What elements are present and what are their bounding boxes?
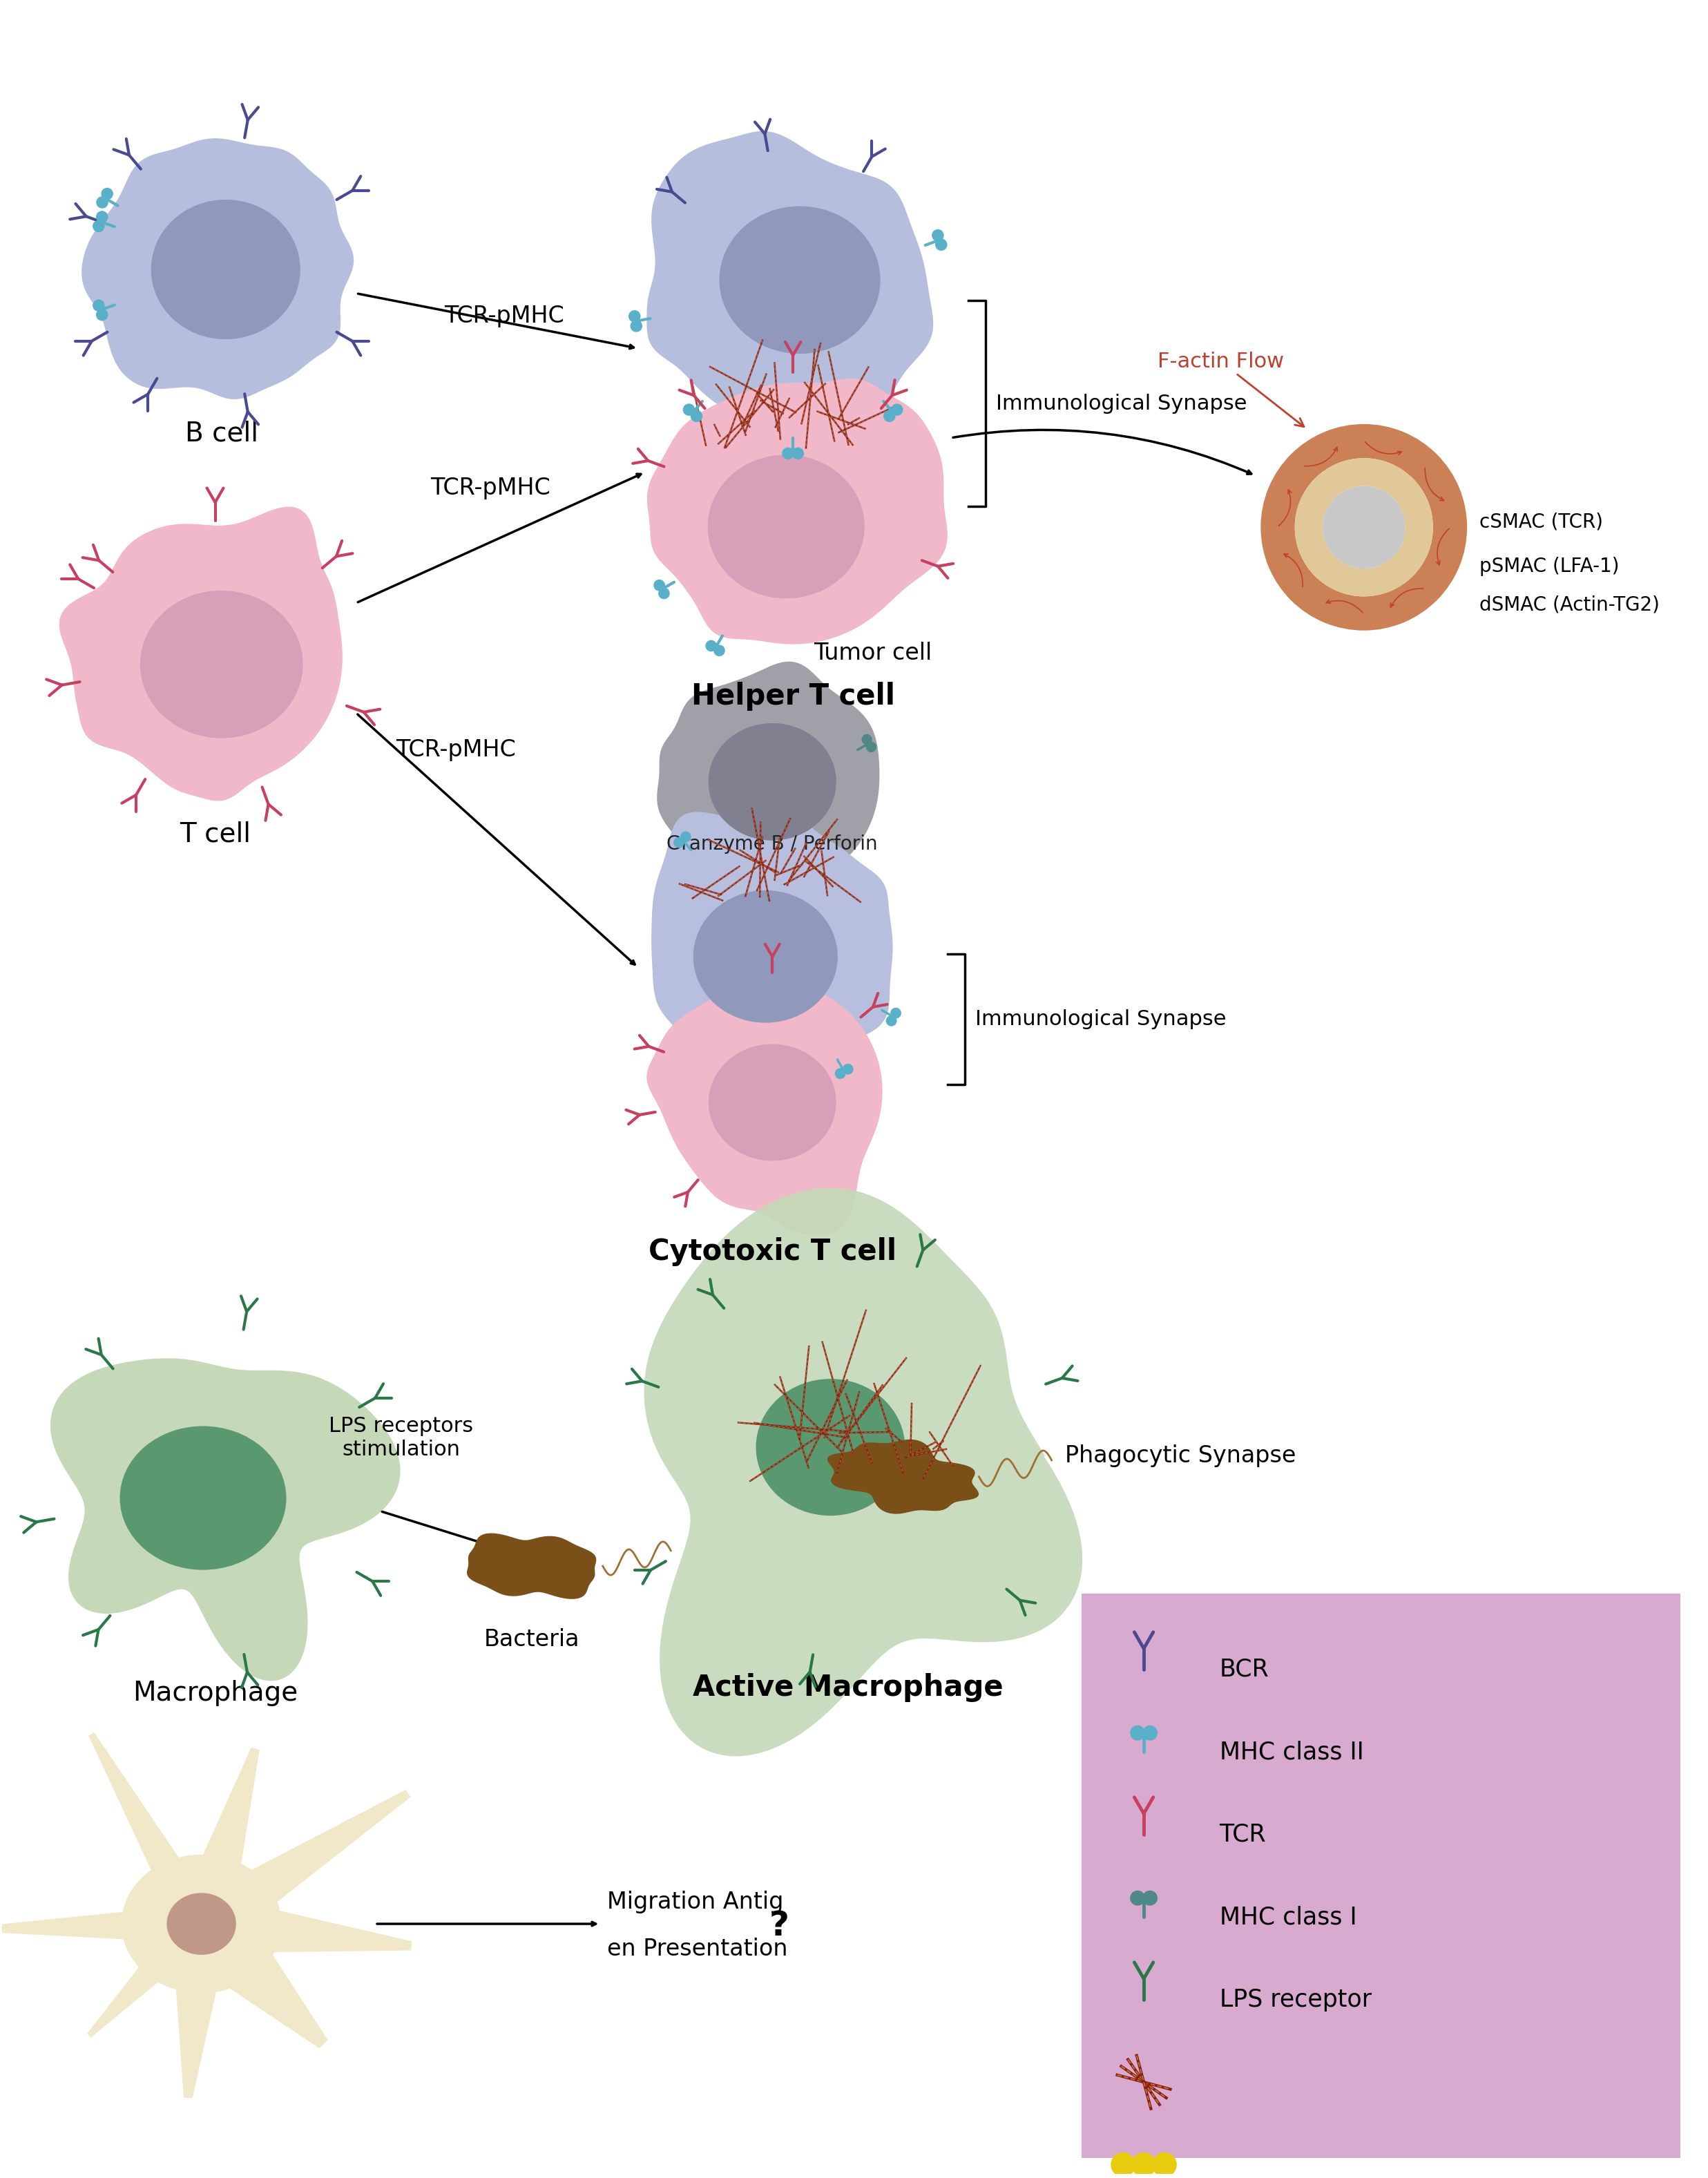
Circle shape xyxy=(630,320,642,331)
Ellipse shape xyxy=(167,1893,236,1956)
Text: Macrophage: Macrophage xyxy=(133,1679,297,1705)
Text: LPS receptors
stimulation: LPS receptors stimulation xyxy=(328,1416,473,1459)
Circle shape xyxy=(1143,1725,1158,1740)
Circle shape xyxy=(861,734,873,745)
Text: TCR: TCR xyxy=(1220,1823,1266,1847)
Polygon shape xyxy=(647,131,933,427)
Text: ?: ? xyxy=(769,1910,789,1943)
Ellipse shape xyxy=(140,590,302,738)
Text: Migration Antig: Migration Antig xyxy=(608,1891,784,1914)
Text: Granzyme B / Perforin: Granzyme B / Perforin xyxy=(666,834,878,854)
Polygon shape xyxy=(647,971,883,1235)
Text: pSMAC (LFA-1): pSMAC (LFA-1) xyxy=(1479,558,1619,577)
Circle shape xyxy=(886,1015,897,1026)
Text: T cell: T cell xyxy=(179,821,251,847)
Text: Immunological Synapse: Immunological Synapse xyxy=(975,1008,1226,1030)
Circle shape xyxy=(629,309,640,322)
Circle shape xyxy=(654,579,664,590)
Text: Bacteria: Bacteria xyxy=(483,1627,579,1651)
Circle shape xyxy=(92,220,104,233)
Text: TCR-pMHC: TCR-pMHC xyxy=(396,738,516,760)
Circle shape xyxy=(96,196,108,209)
Polygon shape xyxy=(82,137,354,399)
Text: F-actin Flow: F-actin Flow xyxy=(1158,351,1303,427)
Text: Helper T cell: Helper T cell xyxy=(692,682,895,710)
Circle shape xyxy=(1110,2152,1136,2178)
Circle shape xyxy=(96,309,108,320)
Circle shape xyxy=(835,1067,845,1078)
Circle shape xyxy=(892,403,904,416)
Circle shape xyxy=(782,446,794,460)
Circle shape xyxy=(96,211,108,222)
Polygon shape xyxy=(239,1790,410,1914)
Circle shape xyxy=(714,645,724,656)
Text: Tumor cell: Tumor cell xyxy=(813,643,933,664)
Wedge shape xyxy=(1261,425,1467,629)
Polygon shape xyxy=(198,1747,260,1880)
Polygon shape xyxy=(658,662,880,895)
Circle shape xyxy=(101,187,113,200)
Text: cSMAC (TCR): cSMAC (TCR) xyxy=(1479,512,1604,531)
Text: Immunological Synapse: Immunological Synapse xyxy=(996,394,1247,414)
Polygon shape xyxy=(51,1359,400,1681)
Circle shape xyxy=(933,229,945,242)
Ellipse shape xyxy=(693,891,837,1024)
Polygon shape xyxy=(466,1533,596,1599)
Polygon shape xyxy=(644,1187,1083,1755)
Polygon shape xyxy=(827,1440,979,1514)
Text: Active Macrophage: Active Macrophage xyxy=(693,1673,1003,1701)
Text: BCR: BCR xyxy=(1220,1657,1269,1681)
Text: Cytotoxic T cell: Cytotoxic T cell xyxy=(649,1237,897,1265)
Polygon shape xyxy=(647,379,948,645)
Circle shape xyxy=(793,446,804,460)
Circle shape xyxy=(1143,1891,1158,1906)
Polygon shape xyxy=(222,1941,328,2047)
Text: dSMAC (Actin-TG2): dSMAC (Actin-TG2) xyxy=(1479,595,1660,614)
Text: TCR-pMHC: TCR-pMHC xyxy=(444,305,564,327)
Text: LPS receptor: LPS receptor xyxy=(1220,1989,1372,2010)
Circle shape xyxy=(690,409,702,423)
FancyBboxPatch shape xyxy=(1081,1594,1681,2158)
Circle shape xyxy=(680,832,692,843)
Circle shape xyxy=(1151,2152,1177,2178)
Ellipse shape xyxy=(709,723,837,841)
Wedge shape xyxy=(1295,457,1433,597)
Polygon shape xyxy=(0,1910,143,1941)
Circle shape xyxy=(883,409,895,423)
Ellipse shape xyxy=(120,1427,287,1570)
Text: MHC class II: MHC class II xyxy=(1220,1740,1363,1764)
Circle shape xyxy=(705,640,717,651)
Circle shape xyxy=(1322,486,1406,568)
Text: Phagocytic Synapse: Phagocytic Synapse xyxy=(1064,1444,1296,1468)
Circle shape xyxy=(92,298,104,311)
Polygon shape xyxy=(60,507,342,802)
Circle shape xyxy=(842,1063,854,1074)
Circle shape xyxy=(658,588,670,599)
Polygon shape xyxy=(89,1732,186,1886)
Polygon shape xyxy=(258,1906,412,1951)
Circle shape xyxy=(1131,1725,1144,1740)
Circle shape xyxy=(866,743,876,751)
Ellipse shape xyxy=(150,200,301,340)
Polygon shape xyxy=(651,806,893,1072)
Circle shape xyxy=(673,836,685,847)
Circle shape xyxy=(936,240,948,250)
Text: B cell: B cell xyxy=(186,420,258,446)
Circle shape xyxy=(1131,1891,1144,1906)
Ellipse shape xyxy=(121,1853,282,1993)
Ellipse shape xyxy=(719,207,880,353)
Ellipse shape xyxy=(707,455,864,599)
Ellipse shape xyxy=(709,1043,837,1161)
Polygon shape xyxy=(174,1975,219,2097)
Text: MHC class I: MHC class I xyxy=(1220,1906,1356,1930)
Circle shape xyxy=(683,403,695,416)
Circle shape xyxy=(1131,2152,1156,2178)
Text: en Presentation: en Presentation xyxy=(608,1938,787,1960)
Circle shape xyxy=(890,1008,902,1019)
Ellipse shape xyxy=(757,1379,905,1516)
Text: TCR-pMHC: TCR-pMHC xyxy=(430,477,550,499)
Polygon shape xyxy=(87,1951,171,2036)
